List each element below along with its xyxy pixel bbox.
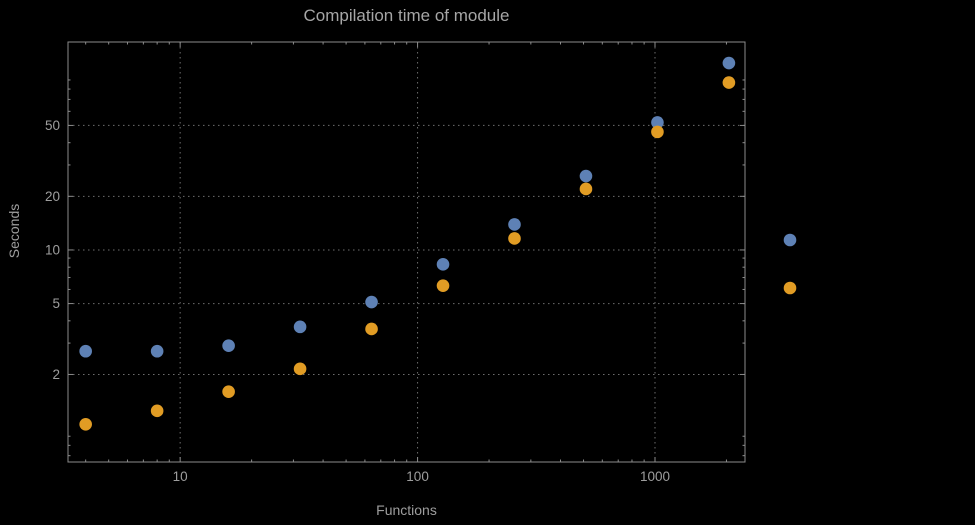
data-point [150, 404, 164, 418]
data-point [79, 344, 92, 358]
gridlines [68, 42, 745, 462]
x-tick-label: 10 [173, 469, 188, 484]
plot-frame [67, 41, 746, 463]
data-point [508, 232, 521, 245]
data-point [150, 344, 164, 358]
data-point [579, 169, 593, 183]
y-tick-label: 2 [52, 367, 60, 382]
data-point [436, 279, 450, 292]
x-axis-label: Functions [376, 502, 437, 518]
series-blue-points [79, 56, 736, 358]
data-point [651, 116, 664, 129]
data-point [508, 218, 521, 231]
data-point [365, 322, 378, 336]
tick-labels: 10 100 1000 2 5 10 20 50 [45, 118, 670, 484]
data-point [365, 295, 378, 309]
x-tick-label: 100 [406, 469, 429, 484]
series-orange-points [79, 76, 736, 431]
data-point [579, 182, 593, 196]
data-point [651, 125, 664, 139]
data-point [436, 258, 450, 271]
data-point [293, 362, 307, 376]
data-point [722, 76, 736, 89]
x-tick-label: 1000 [640, 469, 670, 484]
legend-marker [783, 281, 797, 295]
data-point [222, 339, 235, 353]
legend [783, 233, 797, 295]
y-tick-label: 5 [52, 296, 60, 311]
tick-marks [68, 42, 745, 462]
legend-marker [783, 233, 797, 247]
y-axis-label: Seconds [6, 203, 22, 259]
data-point [722, 56, 736, 70]
y-tick-label: 10 [45, 242, 60, 257]
y-tick-label: 50 [45, 118, 60, 133]
data-point [79, 418, 92, 431]
data-point [293, 320, 307, 334]
data-point [222, 385, 235, 399]
chart-title: Compilation time of module [303, 6, 510, 25]
y-tick-label: 20 [45, 189, 60, 204]
